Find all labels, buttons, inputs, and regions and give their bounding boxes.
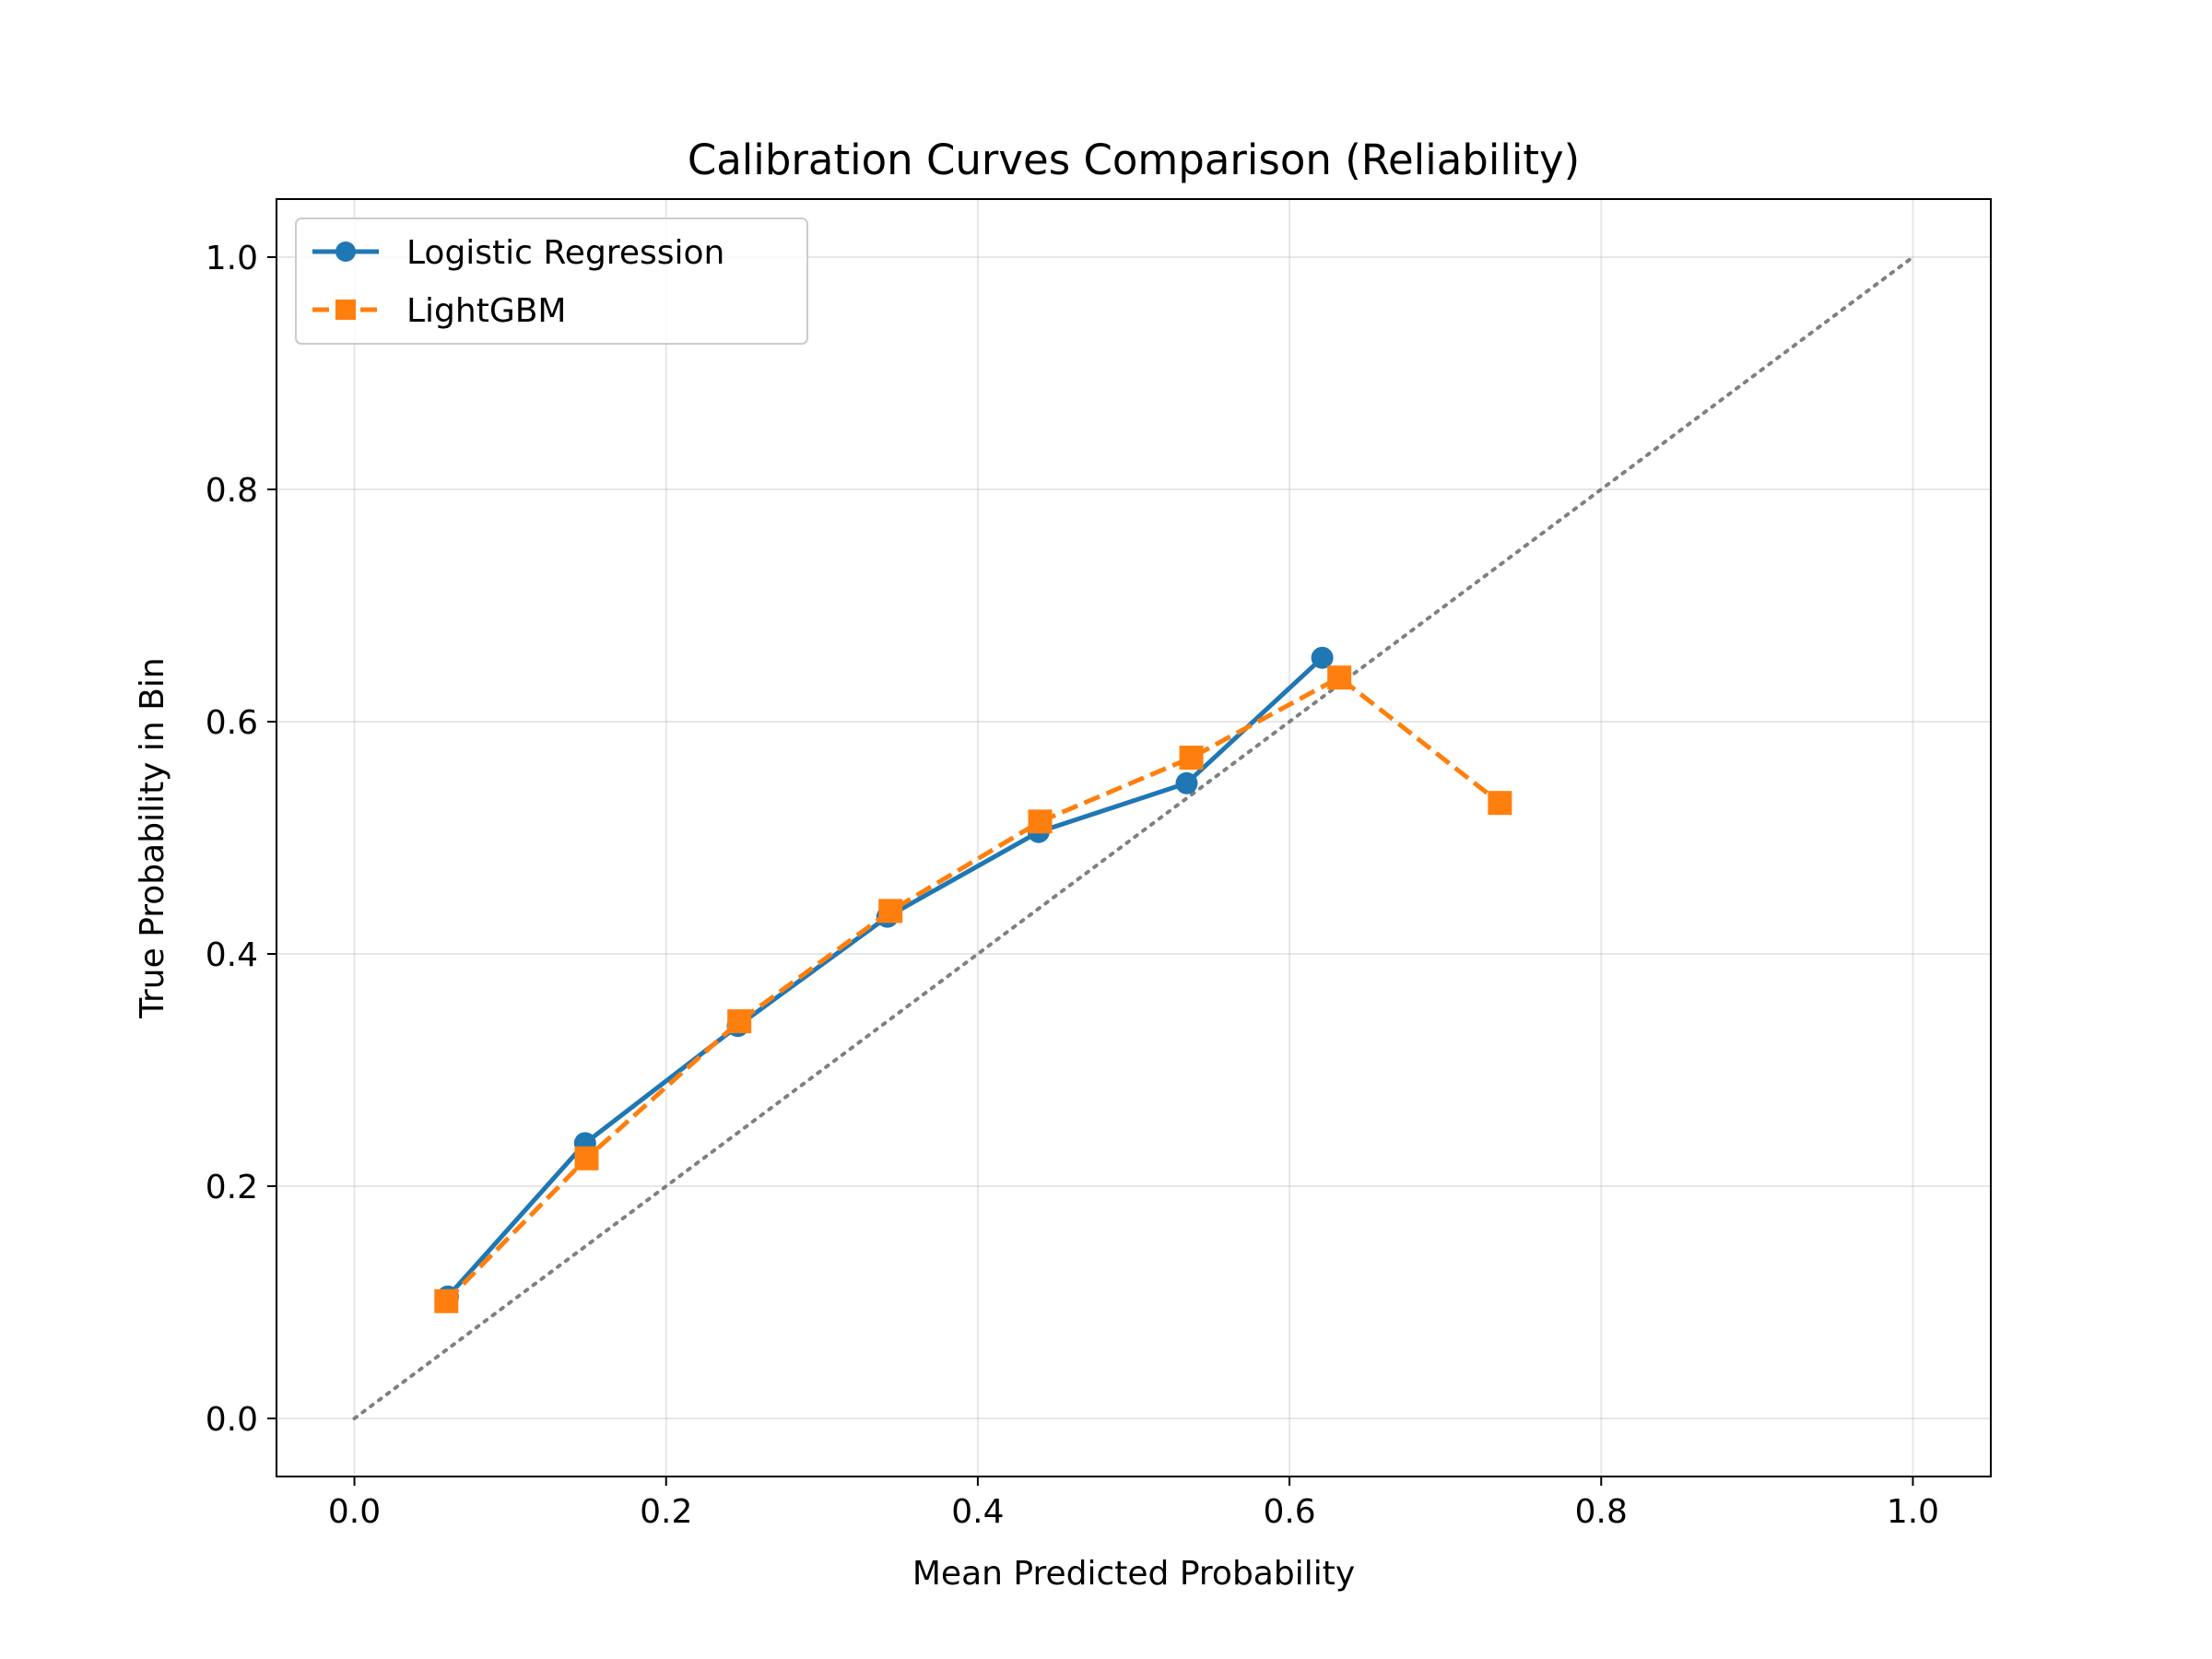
legend-box <box>295 218 808 345</box>
perfect-calibration-line <box>352 255 1915 1420</box>
series-lightgbm <box>434 665 1512 1313</box>
series-line-lightgbm <box>444 675 1501 1303</box>
x-axis-title: Mean Predicted Probability <box>912 1555 1355 1593</box>
x-tick-label-4: 0.8 <box>1575 1493 1628 1531</box>
x-tick-label-3: 0.6 <box>1263 1493 1315 1531</box>
legend-label-lightgbm: LightGBM <box>406 292 567 330</box>
series-group <box>434 646 1512 1313</box>
legend-entry-logistic-regression: Logistic Regression <box>312 234 724 272</box>
y-tick-label-0: 0.0 <box>206 1401 258 1439</box>
chart-title: Calibration Curves Comparison (Reliabili… <box>688 135 1580 184</box>
data-point-logistic-regression-6 <box>1311 646 1334 669</box>
x-tick-label-2: 0.4 <box>951 1493 1004 1531</box>
data-point-lightgbm-4 <box>1028 809 1053 834</box>
y-tick-label-2: 0.4 <box>206 936 258 974</box>
data-point-lightgbm-1 <box>574 1146 599 1171</box>
data-point-lightgbm-3 <box>878 899 903 924</box>
legend: Logistic Regression LightGBM <box>295 218 808 345</box>
y-axis-title: True Probability in Bin <box>134 657 171 1018</box>
x-tick-label-5: 1.0 <box>1887 1493 1939 1531</box>
plot-frame <box>276 198 1992 1477</box>
x-tick-label-0: 0.0 <box>328 1493 381 1531</box>
y-tick-label-5: 1.0 <box>206 240 258 277</box>
x-tick-label-1: 0.2 <box>640 1493 692 1531</box>
legend-marker-logistic-regression <box>335 241 356 262</box>
y-axis-ticks: 0.0 0.2 0.4 0.6 0.8 1.0 <box>206 240 276 1439</box>
data-point-lightgbm-2 <box>727 1009 752 1034</box>
data-point-lightgbm-7 <box>1488 791 1512 816</box>
legend-label-logistic-regression: Logistic Regression <box>406 234 724 272</box>
y-tick-label-4: 0.8 <box>206 472 258 510</box>
y-tick-label-3: 0.6 <box>206 704 258 742</box>
data-point-lightgbm-6 <box>1327 665 1352 690</box>
y-tick-label-1: 0.2 <box>206 1169 258 1206</box>
grid <box>276 199 1991 1477</box>
legend-marker-lightgbm <box>335 300 356 320</box>
x-axis-ticks: 0.0 0.2 0.4 0.6 0.8 1.0 <box>328 1477 1939 1531</box>
legend-entry-lightgbm: LightGBM <box>312 292 567 330</box>
data-point-lightgbm-5 <box>1179 746 1204 771</box>
reference-diagonal <box>352 255 1915 1420</box>
data-point-lightgbm-0 <box>434 1288 459 1313</box>
data-point-logistic-regression-5 <box>1175 771 1198 794</box>
